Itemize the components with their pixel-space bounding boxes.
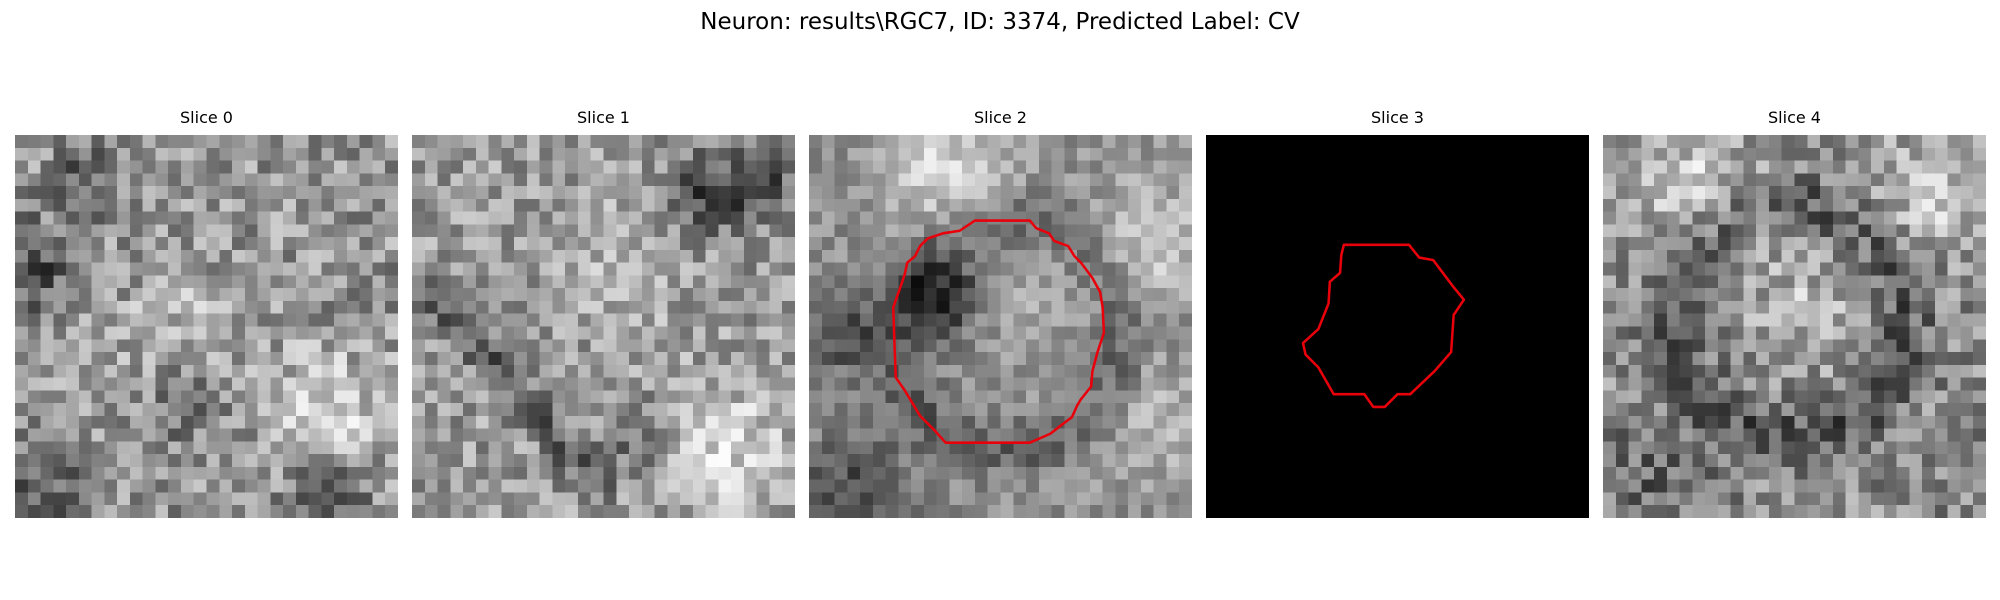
figure-title: Neuron: results\RGC7, ID: 3374, Predicte… <box>700 9 1300 35</box>
slice-title: Slice 2 <box>974 108 1027 127</box>
slice-image <box>412 135 795 518</box>
slice-image <box>1603 135 1986 518</box>
slice-title: Slice 4 <box>1768 108 1821 127</box>
slice-title: Slice 1 <box>577 108 630 127</box>
slice-title: Slice 3 <box>1371 108 1424 127</box>
roi-contour <box>891 219 1106 444</box>
slice-title: Slice 0 <box>180 108 233 127</box>
slice-image <box>15 135 398 518</box>
slice-image <box>809 135 1192 518</box>
roi-contour <box>1301 243 1466 409</box>
slice-image <box>1206 135 1589 518</box>
